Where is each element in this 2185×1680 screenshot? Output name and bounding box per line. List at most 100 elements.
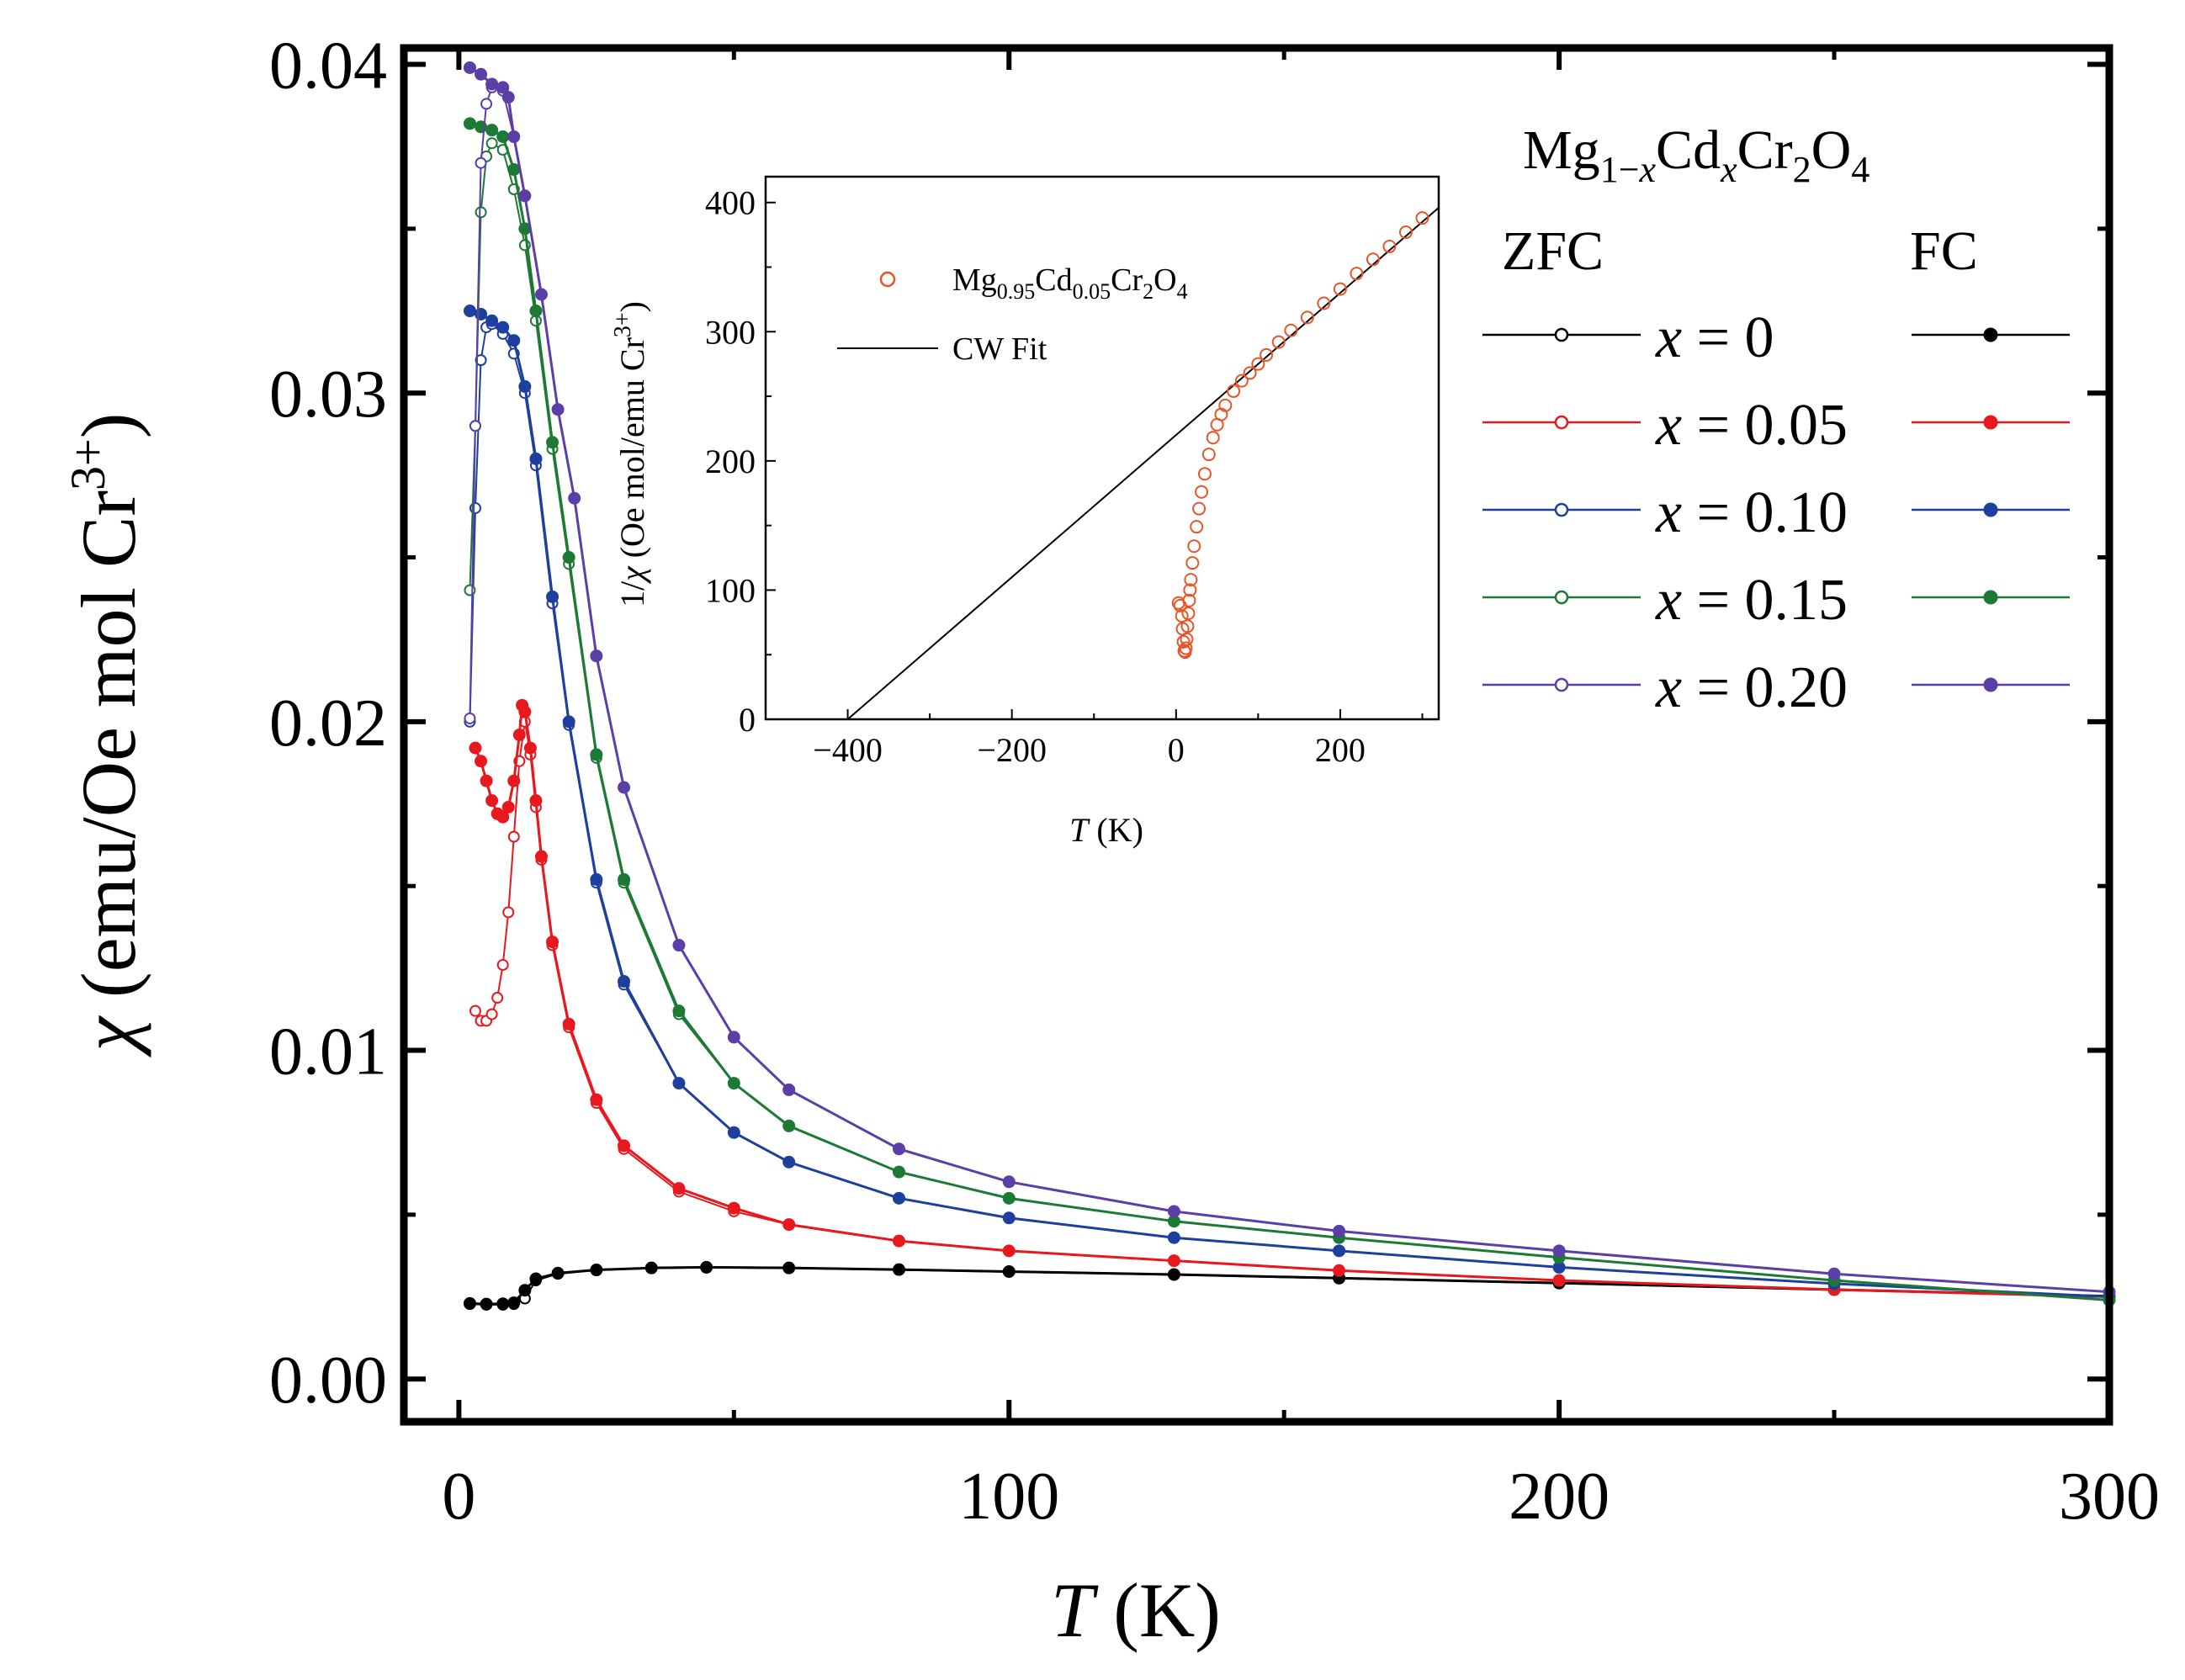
fc-point xyxy=(1552,1274,1566,1287)
fc-point xyxy=(501,91,515,104)
inset-data-point xyxy=(1179,641,1193,655)
fc-line xyxy=(474,704,2110,1299)
inset-y-tick-label: 200 xyxy=(705,443,756,480)
main-x-tick-label: 0 xyxy=(442,1460,475,1534)
fc-point xyxy=(534,850,548,863)
fc-point xyxy=(496,81,510,94)
fc-point xyxy=(485,124,499,137)
main-x-tick-label: 100 xyxy=(958,1460,1059,1534)
fc-point xyxy=(672,1004,686,1018)
zfc-point xyxy=(475,156,487,169)
main-y-tick-label: 0.00 xyxy=(269,1343,387,1418)
zfc-point xyxy=(469,1004,482,1017)
legend-label: x = 0 xyxy=(1655,305,1774,370)
fc-point xyxy=(485,77,499,91)
fc-point xyxy=(562,1017,575,1031)
zfc-point xyxy=(464,584,476,596)
fc-point xyxy=(507,334,521,347)
legend-row: x = 0.15 xyxy=(1482,568,2070,633)
fc-point xyxy=(1167,1231,1180,1244)
inset-data-point xyxy=(1227,384,1241,398)
fc-point xyxy=(672,939,686,952)
zfc-point xyxy=(502,906,515,919)
cw-fit-line xyxy=(846,207,1440,720)
zfc-point xyxy=(475,354,487,367)
main-y-tick-label: 0.01 xyxy=(269,1015,387,1089)
inset-data-point xyxy=(1181,607,1196,621)
series-x-0-20 xyxy=(463,61,2116,1299)
fc-point xyxy=(1002,1191,1016,1205)
inset-axes-layer: −400 −200 0 200 0 100 200 300 400 xyxy=(705,175,1440,769)
main-y-axis-unit: (emu/Oe mol Cr xyxy=(66,490,151,1017)
main-series-layer xyxy=(463,61,2116,1311)
main-y-tick-label: 0.04 xyxy=(269,29,387,103)
fc-point xyxy=(644,1261,658,1275)
fc-point xyxy=(463,1296,476,1310)
fc-point xyxy=(1002,1264,1016,1278)
inset-data-point xyxy=(1251,357,1265,371)
fc-point xyxy=(727,1031,740,1044)
zfc-line xyxy=(469,86,2110,1293)
main-plot-frame xyxy=(400,44,2113,1426)
inset-data-point xyxy=(1183,583,1197,597)
fc-point xyxy=(590,649,603,663)
fc-point xyxy=(463,117,476,130)
legend-fc-header: FC xyxy=(1910,220,1978,282)
zfc-point xyxy=(496,958,509,971)
fc-point xyxy=(518,379,532,393)
inset-data-point xyxy=(1300,310,1314,325)
fc-point xyxy=(1333,1244,1346,1258)
fc-point xyxy=(551,1266,565,1280)
fc-point xyxy=(590,1093,603,1106)
inset-x-tick-label: 200 xyxy=(1315,731,1366,769)
main-y-axis-title: χ (emu/Oe mol Cr3+) xyxy=(61,413,151,1058)
fc-point xyxy=(507,1296,521,1310)
legend-row: x = 0.05 xyxy=(1482,393,2070,458)
main-x-axis-var: T xyxy=(1051,1567,1099,1653)
inset-y-axis-title: 1/χ (Oe mol/emu Cr3+) xyxy=(610,301,651,607)
legend: Mg1−xCdxCr2O4 ZFC FC x = 0 x = 0.05 x = 0.… xyxy=(1482,119,2070,720)
fc-point xyxy=(1002,1211,1016,1225)
fc-point xyxy=(892,1142,905,1156)
main-y-axis-var: χ xyxy=(66,1015,151,1057)
inset-data-point xyxy=(1192,501,1207,516)
inset-data-point xyxy=(1176,634,1191,649)
legend-zfc-marker xyxy=(1554,590,1569,605)
fc-point xyxy=(475,755,488,768)
fc-point xyxy=(618,781,631,794)
fc-point xyxy=(1167,1205,1180,1218)
inset-data-point xyxy=(1185,556,1200,570)
inset-data-point xyxy=(1317,296,1331,310)
fc-point xyxy=(1333,1224,1346,1237)
fc-point xyxy=(485,314,499,327)
fc-point xyxy=(529,452,543,465)
fc-point xyxy=(463,305,476,318)
legend-fc-marker xyxy=(1983,677,1998,692)
fc-point xyxy=(892,1263,905,1276)
fc-point xyxy=(727,1201,740,1215)
fc-point xyxy=(782,1218,796,1232)
inset-data-point xyxy=(1398,225,1413,240)
inset-legend-marker xyxy=(879,271,896,288)
series-x-0-15 xyxy=(463,117,2116,1306)
fc-point xyxy=(1552,1244,1566,1258)
inset-data-point xyxy=(1180,632,1194,646)
inset-data-point xyxy=(1284,323,1298,337)
fc-point xyxy=(518,1284,532,1297)
inset-data-point xyxy=(1333,282,1347,296)
fc-point xyxy=(727,1077,740,1090)
fc-point xyxy=(892,1234,905,1248)
fc-point xyxy=(590,1264,603,1277)
fc-point xyxy=(546,935,560,949)
inset-y-tick-label: 0 xyxy=(739,701,756,739)
inset-y-tick-label: 400 xyxy=(705,184,756,222)
fc-point xyxy=(501,800,515,814)
fc-point xyxy=(529,1272,543,1285)
fc-point xyxy=(618,1139,631,1153)
fc-point xyxy=(496,1297,510,1311)
inset-data-point xyxy=(1350,267,1364,281)
fc-point xyxy=(518,705,532,718)
legend-row: x = 0 xyxy=(1482,305,2070,370)
zfc-point xyxy=(491,992,504,1004)
fc-point xyxy=(562,551,575,564)
